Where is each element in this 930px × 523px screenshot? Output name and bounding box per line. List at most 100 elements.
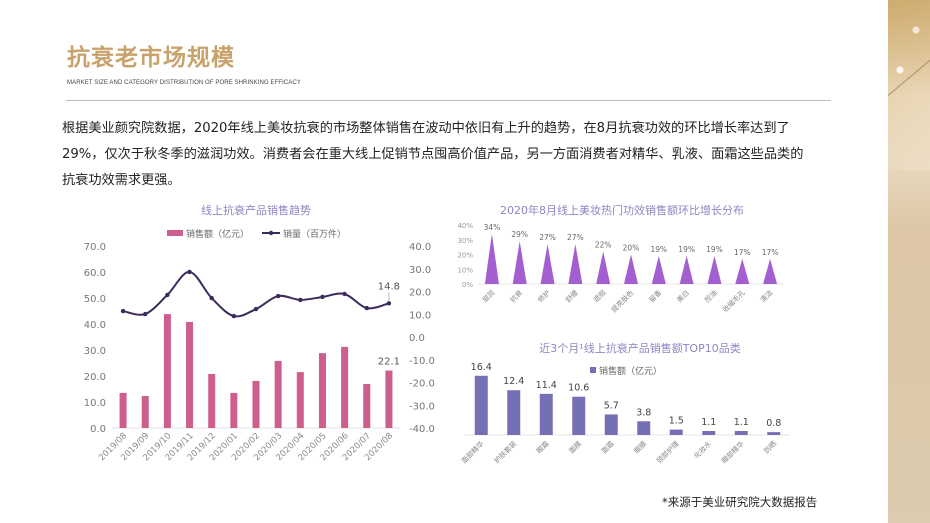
right-axis-tick: -30.0: [409, 401, 435, 412]
left-axis-tick: 70.0: [84, 242, 106, 253]
growth-triangle: [596, 251, 611, 284]
efficacy-label: 抗衰: [508, 288, 524, 304]
growth-value-label: 19%: [650, 245, 667, 254]
volume-point: [209, 295, 214, 301]
growth-value-label: 17%: [734, 248, 751, 257]
category-label: 眼膜: [632, 439, 648, 455]
volume-point: [143, 311, 148, 317]
legend-bar-label: 销售额（亿元）: [186, 228, 249, 240]
chart2-y-tick: 40%: [457, 222, 473, 230]
volume-point: [342, 291, 347, 297]
growth-triangle: [707, 255, 722, 284]
summary-line-1: 根据美业颜究院数据，2020年线上美妆抗衰的市场整体销售在波动中依旧有上升的趋势…: [62, 121, 790, 136]
source-footnote: *来源于美业研究院大数据报告: [662, 495, 818, 509]
category-value-label: 3.8: [636, 407, 651, 418]
sales-bar: [186, 321, 194, 428]
category-label: 护肤套装: [492, 439, 518, 465]
category-value-label: 10.6: [568, 383, 589, 394]
page-title: 抗衰老市场规模: [67, 45, 235, 71]
chart3-title: 近3个月¹线上抗衰产品销售额TOP10品类: [539, 341, 740, 355]
growth-value-label: 19%: [706, 245, 723, 254]
sales-bar: [119, 392, 127, 428]
efficacy-label: 留香: [647, 288, 663, 304]
chart2-y-tick: 20%: [457, 252, 473, 260]
left-axis-tick: 40.0: [84, 320, 106, 331]
sales-bar: [341, 346, 349, 428]
left-axis-tick: 10.0: [84, 398, 106, 409]
chart2-y-tick: 0%: [462, 281, 473, 289]
volume-point: [386, 301, 392, 306]
chart3-legend-swatch: [590, 367, 596, 373]
growth-triangle: [763, 258, 778, 284]
growth-triangle: [624, 254, 638, 284]
sales-bar: [274, 360, 282, 428]
bar-last-label: 22.1: [378, 357, 400, 368]
category-label: 面霜: [600, 440, 616, 456]
left-axis-tick: 50.0: [84, 294, 106, 305]
category-label: 眼部精华: [720, 439, 746, 465]
growth-triangle: [651, 255, 666, 284]
growth-triangle: [735, 258, 750, 284]
category-value-label: 5.7: [604, 400, 619, 411]
growth-triangle: [512, 241, 527, 284]
category-label: 面膜: [567, 439, 583, 455]
growth-value-label: 20%: [623, 244, 640, 253]
category-value-label: 1.1: [701, 417, 716, 428]
chart2-y-tick: 30%: [457, 237, 473, 245]
efficacy-label: 收缩毛孔: [721, 288, 747, 314]
growth-value-label: 34%: [484, 223, 501, 232]
category-value-label: 16.4: [471, 362, 492, 373]
sales-bar: [385, 370, 393, 428]
volume-point: [187, 269, 192, 275]
category-value-label: 11.4: [536, 380, 557, 391]
efficacy-label: 控油: [703, 288, 719, 304]
legend-bar-swatch: [167, 230, 183, 236]
category-value-label: 1.1: [734, 417, 749, 428]
title-divider: [66, 100, 831, 101]
category-label: 化妆水: [692, 439, 713, 460]
category-value-label: 0.8: [766, 418, 781, 429]
category-sales-bar: [637, 421, 651, 435]
line-last-label: 14.8: [378, 281, 400, 292]
growth-value-label: 19%: [678, 245, 695, 254]
right-axis-tick: 0.0: [409, 333, 425, 344]
right-axis-tick: 30.0: [409, 265, 431, 276]
sales-bar: [163, 314, 171, 428]
growth-value-label: 29%: [511, 230, 528, 239]
efficacy-label: 美白: [675, 288, 691, 304]
category-sales-bar: [507, 390, 521, 435]
chart3-legend-label: 销售额（亿元）: [599, 365, 662, 377]
growth-triangle: [540, 244, 555, 284]
legend-line-label: 销量（百万件）: [283, 228, 346, 240]
volume-point: [275, 293, 281, 299]
volume-point: [231, 313, 237, 319]
page-subtitle: MARKET SIZE AND CATEGORY DISTRIBUTION OF…: [67, 80, 301, 86]
chart2-y-tick: 10%: [457, 266, 473, 274]
volume-point: [253, 306, 259, 312]
growth-triangle: [568, 244, 583, 284]
growth-value-label: 22%: [595, 241, 612, 250]
sales-bar: [252, 380, 260, 428]
growth-value-label: 17%: [762, 248, 779, 257]
volume-point: [298, 297, 303, 303]
sales-bar: [296, 372, 304, 428]
efficacy-label: 遮瑕: [591, 288, 607, 304]
category-sales-bar: [702, 431, 716, 435]
right-axis-tick: -10.0: [409, 356, 435, 367]
category-label: 面部精华: [460, 439, 486, 465]
category-sales-bar: [669, 429, 683, 435]
sales-bar: [363, 384, 371, 428]
sales-bar: [318, 353, 326, 428]
efficacy-label: 舒缓: [564, 288, 580, 304]
category-label: 防晒: [762, 439, 778, 455]
left-axis-tick: 0.0: [90, 424, 106, 435]
side-decoration-image: [888, 0, 930, 523]
summary-line-2: 29%，仅次于秋冬季的滋润功效。消费者会在重大线上促销节点囤高价值产品，另一方面…: [62, 147, 804, 162]
right-axis-tick: 10.0: [409, 310, 431, 321]
category-sales-bar: [604, 414, 618, 435]
sales-bar: [141, 396, 149, 428]
right-axis-tick: 40.0: [409, 242, 431, 253]
category-sales-bar: [539, 393, 553, 435]
right-axis-tick: 20.0: [409, 288, 431, 299]
